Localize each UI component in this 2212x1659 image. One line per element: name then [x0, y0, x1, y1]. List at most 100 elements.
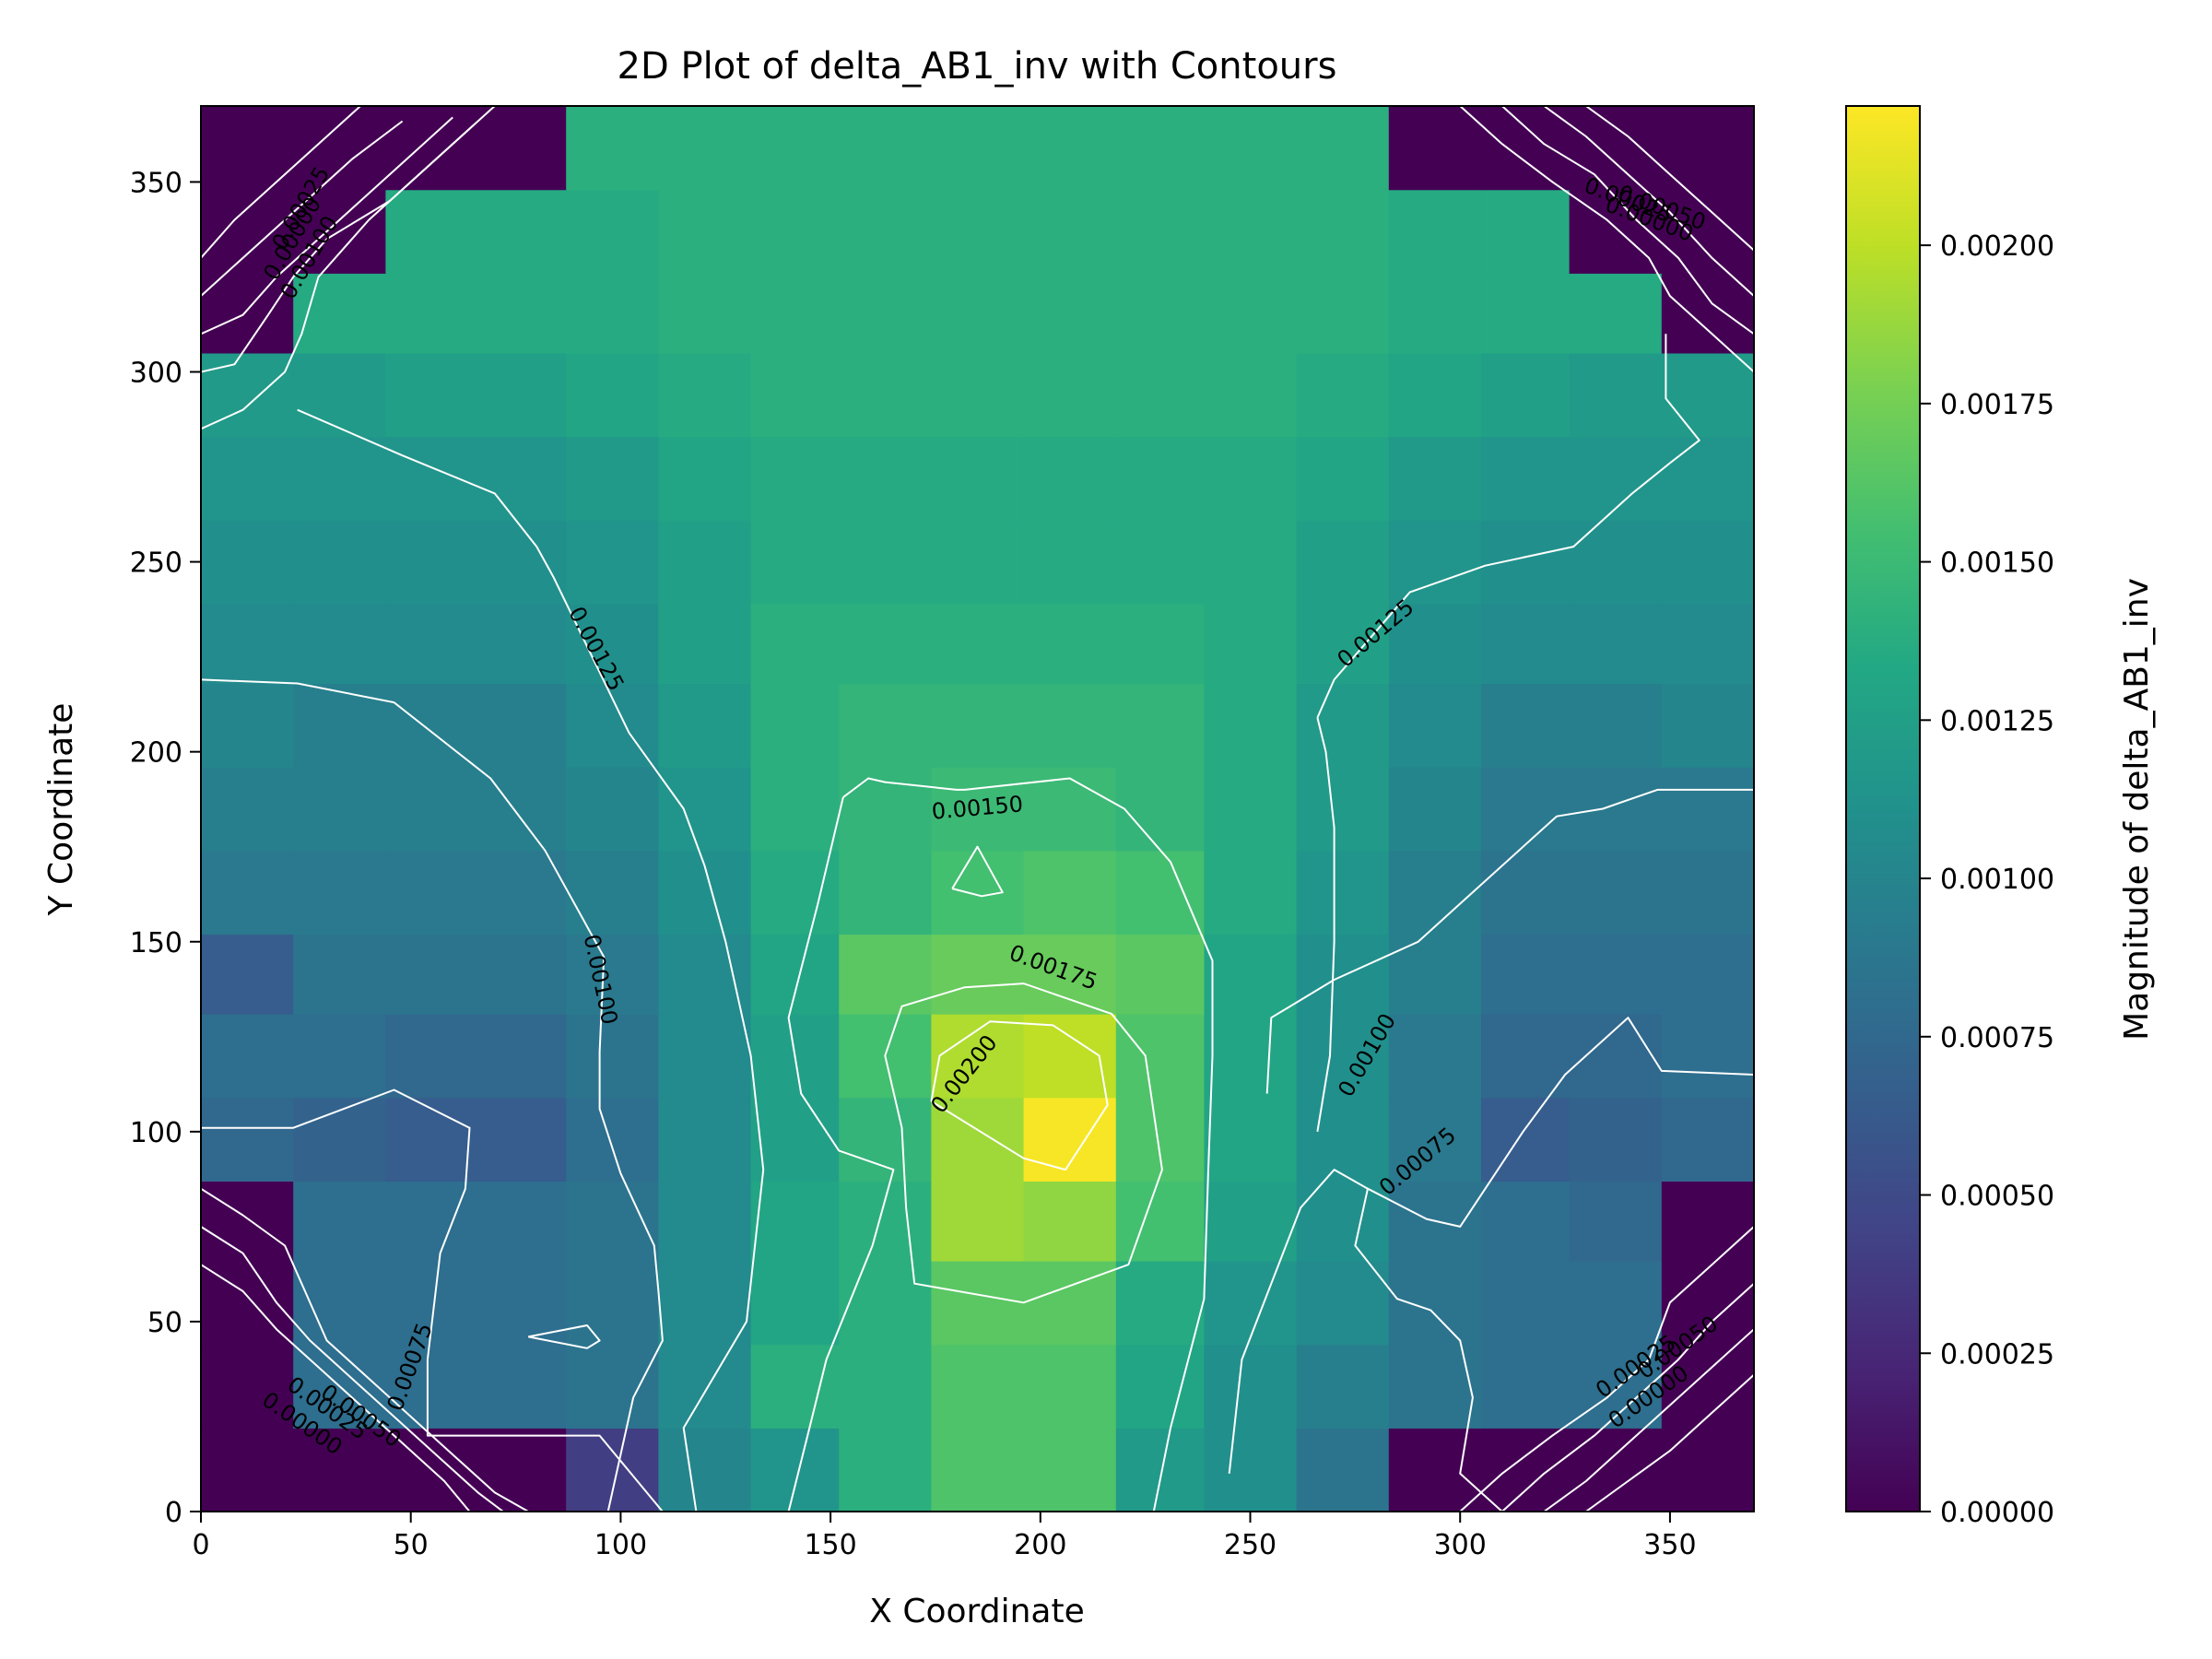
heatmap-cell [1296, 1260, 1390, 1346]
y-tick-label: 300 [130, 358, 182, 390]
heatmap-cell [839, 106, 933, 191]
heatmap-cell [931, 436, 1025, 521]
heatmap-cell [201, 1097, 294, 1182]
heatmap-cell [1023, 850, 1117, 935]
heatmap-cell [1204, 683, 1298, 768]
heatmap-cell [385, 352, 567, 438]
heatmap-cell [839, 436, 933, 521]
contour-line [1228, 1017, 1754, 1474]
heatmap-cell [1296, 436, 1390, 521]
heatmap-cell [931, 603, 1025, 685]
heatmap-cell [1296, 934, 1390, 1015]
contour-line [1459, 1226, 1754, 1512]
heatmap-cell [1480, 189, 1571, 274]
heatmap-cell [1480, 1344, 1571, 1429]
contour-line [1501, 106, 1754, 335]
heatmap-cell [658, 683, 752, 768]
heatmap-cell [1388, 934, 1482, 1015]
colorbar-tick-label: 0.00125 [1940, 705, 2054, 737]
heatmap-cell [658, 436, 752, 521]
heatmap-cell [1204, 520, 1298, 605]
heatmap-cell [1480, 1014, 1571, 1099]
heatmap-cell [839, 1260, 933, 1346]
contour-line [1354, 1188, 1503, 1512]
colorbar-label: Magnitude of delta_AB1_inv [2118, 578, 2156, 1041]
heatmap-cell [293, 1260, 386, 1346]
colorbar-tick-label: 0.00025 [1940, 1338, 2054, 1371]
heatmap-cell [566, 436, 659, 521]
heatmap-cell [931, 1181, 1025, 1262]
heatmap-cell [1023, 1428, 1117, 1512]
heatmap-cell [1204, 1181, 1298, 1262]
heatmap-cell [1388, 1014, 1482, 1099]
heatmap-cell [1023, 1097, 1117, 1182]
y-tick-label: 0 [165, 1497, 182, 1529]
heatmap-cell [1661, 106, 1754, 191]
heatmap-cell [385, 1181, 567, 1262]
heatmap-cell [201, 1428, 294, 1512]
heatmap-cell [1204, 273, 1298, 354]
heatmap-cell [566, 767, 659, 852]
heatmap-cell [839, 603, 933, 685]
heatmap-cell [839, 767, 933, 852]
contour-line [201, 116, 453, 335]
x-tick-label: 200 [1014, 1529, 1066, 1561]
heatmap-cell [1115, 1344, 1206, 1429]
heatmap-cell [931, 1014, 1025, 1099]
heatmap-cell [566, 1014, 659, 1099]
heatmap-cell [1388, 1097, 1482, 1182]
colorbar-tick-label: 0.00100 [1940, 864, 2054, 896]
heatmap-cell [1296, 352, 1390, 438]
heatmap-cell [750, 603, 840, 685]
heatmap-cell [1023, 1014, 1117, 1099]
heatmap-cell [1388, 273, 1482, 354]
contour-line [201, 1264, 471, 1512]
contour-line [528, 1324, 601, 1349]
heatmap-cell [566, 850, 659, 935]
contour-line [951, 845, 1004, 898]
contour-line [201, 124, 475, 373]
heatmap-cell [201, 934, 294, 1015]
colorbar-tick-label: 0.00175 [1940, 389, 2054, 421]
heatmap-cell [1023, 436, 1117, 521]
heatmap-cell [1661, 683, 1754, 768]
contour-line [201, 106, 361, 259]
heatmap-cell [385, 273, 567, 354]
x-tick-label: 350 [1643, 1529, 1696, 1561]
heatmap-cell [1296, 683, 1390, 768]
x-tick-label: 0 [192, 1529, 209, 1561]
heatmap-cell [931, 767, 1025, 852]
heatmap-cell [1661, 436, 1754, 521]
heatmap-cell [566, 1181, 659, 1262]
heatmap-cell [1204, 1097, 1298, 1182]
contour-line [1501, 1282, 1754, 1512]
heatmap-cell [1661, 1428, 1754, 1512]
y-tick-label: 250 [130, 547, 182, 580]
colorbar-tick-label: 0.00050 [1940, 1181, 2054, 1213]
heatmap-cell [566, 1260, 659, 1346]
heatmap-cell [1480, 934, 1571, 1015]
heatmap-cell [1661, 767, 1754, 852]
heatmap-cell [1569, 850, 1663, 935]
heatmap-cell [1388, 850, 1482, 935]
heatmap-cell [750, 436, 840, 521]
heatmap-cell [1569, 352, 1663, 438]
x-axis-ticks: 0 50 100 150 200 250 300 350 [192, 1512, 1697, 1561]
heatmap-cell [750, 520, 840, 605]
heatmap-cell [201, 189, 294, 274]
contour-line [1316, 334, 1700, 719]
heatmap-cell [1388, 1344, 1482, 1429]
heatmap-cell [1569, 603, 1663, 685]
heatmap-cell [931, 273, 1025, 354]
heatmap-cell [931, 1428, 1025, 1512]
x-tick-label: 250 [1224, 1529, 1277, 1561]
heatmap-cell [1204, 1428, 1298, 1512]
heatmap-cell [1388, 189, 1482, 274]
heatmap-cell [1569, 1428, 1663, 1512]
heatmap-cell [1023, 767, 1117, 852]
heatmap-cell [658, 934, 752, 1015]
heatmap-cell [931, 520, 1025, 605]
heatmap-cell [201, 683, 294, 768]
y-tick-label: 200 [130, 737, 182, 770]
contour-line [201, 120, 404, 297]
